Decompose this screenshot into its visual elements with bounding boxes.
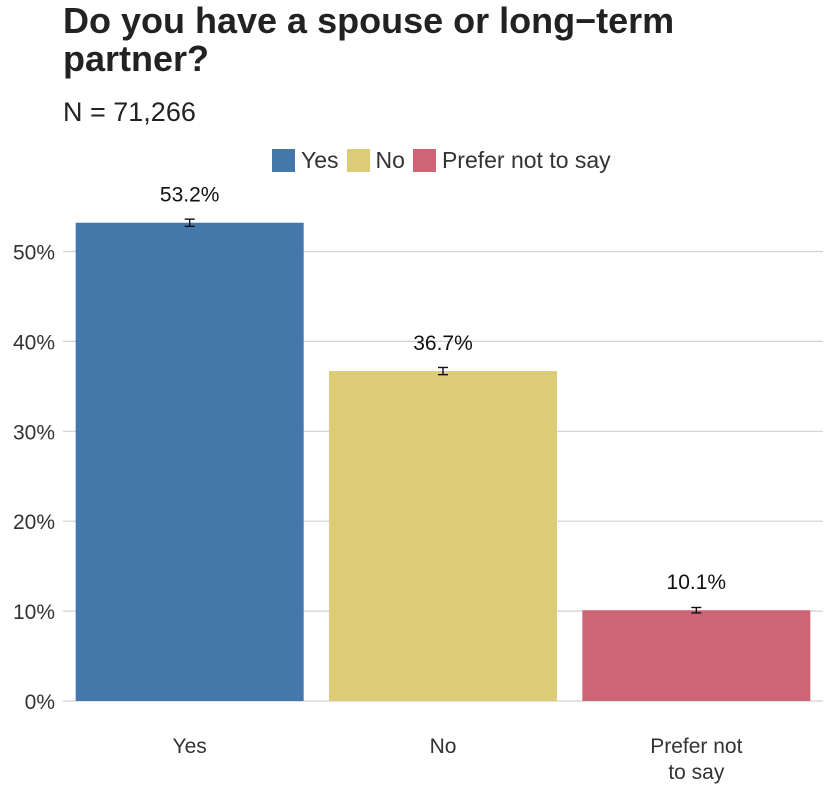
y-tick-label: 50% <box>13 242 55 265</box>
x-tick-label: Yes <box>173 735 207 758</box>
chart-title: Do you have a spouse or long−term partne… <box>63 0 675 79</box>
legend-label-yes: Yes <box>301 147 339 173</box>
legend-item-yes: Yes <box>272 147 339 173</box>
y-tick-label: 40% <box>13 331 55 354</box>
data-label: 53.2% <box>160 184 220 207</box>
data-label: 36.7% <box>413 332 473 355</box>
y-tick-label: 10% <box>13 601 55 624</box>
legend-swatch-yes <box>272 148 295 172</box>
legend-item-no: No <box>346 147 405 173</box>
chart-legend: Yes No Prefer not to say <box>272 146 613 174</box>
legend-label-no: No <box>375 147 405 173</box>
legend-label-prefer-not-to-say: Prefer not to say <box>441 147 611 173</box>
y-tick-label: 20% <box>13 511 55 534</box>
y-tick-label: 30% <box>13 421 55 444</box>
x-tick-label: Prefer not <box>650 735 742 758</box>
data-label: 10.1% <box>667 571 727 594</box>
bar <box>329 371 557 701</box>
legend-swatch-no <box>346 148 370 172</box>
bar <box>582 610 811 701</box>
bar <box>75 222 304 701</box>
x-tick-label: to say <box>668 761 725 784</box>
legend-item-prefer-not-to-say: Prefer not to say <box>412 147 611 173</box>
chart-subtitle: N = 71,266 <box>63 97 196 127</box>
y-tick-label: 0% <box>25 691 55 714</box>
x-tick-label: No <box>430 735 457 758</box>
legend-swatch-prefer-not-to-say <box>412 148 436 172</box>
